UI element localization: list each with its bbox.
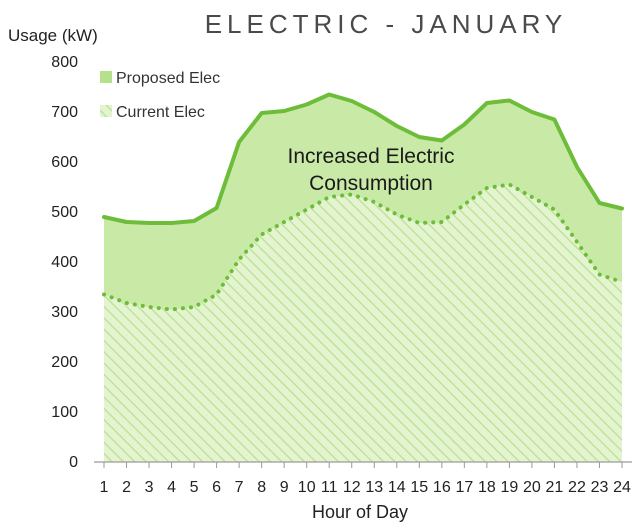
x-tick-label: 19	[500, 479, 518, 496]
x-tick-label: 20	[523, 479, 541, 496]
x-tick-label: 12	[343, 479, 361, 496]
legend-swatch-proposed	[100, 71, 112, 83]
x-tick-label: 1	[100, 479, 109, 496]
x-tick-label: 7	[235, 479, 244, 496]
y-axis-label: Usage (kW)	[8, 26, 98, 45]
legend-label-proposed: Proposed Elec	[116, 70, 220, 87]
y-tick-label: 500	[51, 204, 78, 221]
x-tick-label: 18	[478, 479, 496, 496]
chart-title: ELECTRIC - JANUARY	[205, 9, 568, 39]
x-tick-label: 8	[257, 479, 266, 496]
annotation-line-1: Increased Electric	[288, 145, 455, 168]
x-tick-label: 23	[591, 479, 609, 496]
legend-swatch-current	[100, 105, 112, 117]
x-tick-label: 14	[388, 479, 406, 496]
x-tick-label: 6	[212, 479, 221, 496]
current-elec-area	[104, 184, 622, 462]
y-tick-label: 0	[69, 454, 78, 471]
y-tick-label: 100	[51, 404, 78, 421]
x-tick-label: 16	[433, 479, 451, 496]
current-elec-line	[102, 182, 624, 312]
x-tick-label: 9	[280, 479, 289, 496]
y-tick-label: 300	[51, 304, 78, 321]
x-tick-label: 24	[613, 479, 631, 496]
y-tick-label: 700	[51, 104, 78, 121]
x-tick-label: 21	[546, 479, 564, 496]
x-tick-label: 3	[145, 479, 154, 496]
y-tick-label: 800	[51, 54, 78, 71]
x-tick-label: 22	[568, 479, 586, 496]
x-tick-label: 5	[190, 479, 199, 496]
y-tick-label: 400	[51, 254, 78, 271]
x-tick-label: 10	[298, 479, 316, 496]
y-tick-label: 600	[51, 154, 78, 171]
x-tick-label: 2	[122, 479, 131, 496]
x-tick-label: 11	[321, 479, 338, 496]
legend: Proposed Elec Current Elec	[100, 70, 220, 121]
y-axis-ticks: 0 100 200 300 400 500 600 700 800	[51, 54, 78, 471]
x-tick-label: 4	[167, 479, 176, 496]
proposed-elec-line	[102, 92, 624, 225]
x-tick-label: 15	[410, 479, 428, 496]
x-tick-label: 17	[455, 479, 473, 496]
annotation-line-2: Consumption	[309, 172, 433, 195]
legend-label-current: Current Elec	[116, 104, 205, 121]
x-axis-ticks: 1 2 3 4 5 6 7 8 9 10 11 12 13 14 15 16 17 18 19 20 21 22 23 24	[100, 462, 631, 496]
x-axis-label: Hour of Day	[312, 502, 408, 522]
y-tick-label: 200	[51, 354, 78, 371]
x-tick-label: 13	[365, 479, 383, 496]
